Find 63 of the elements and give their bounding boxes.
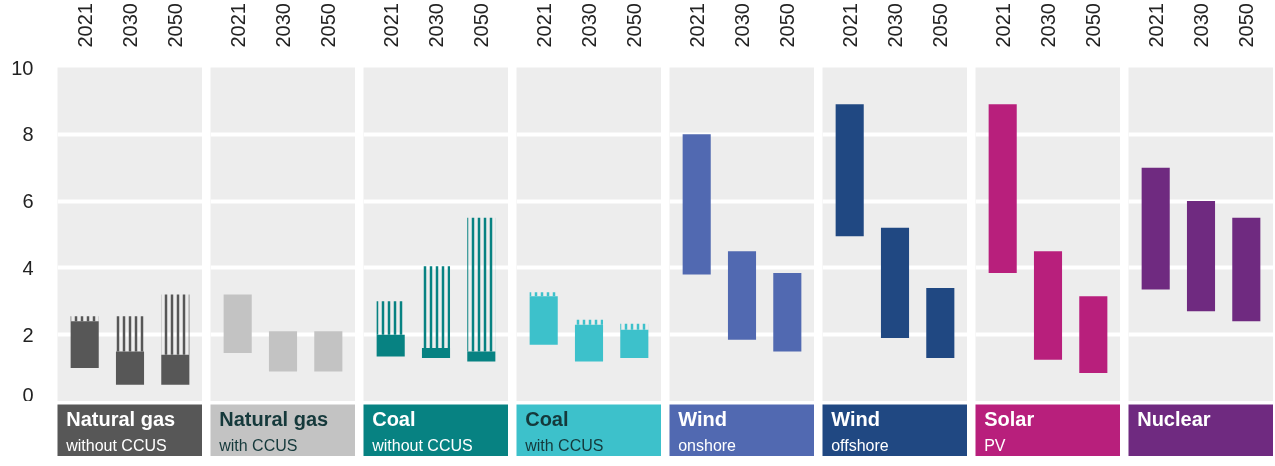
bar <box>574 319 604 325</box>
x-tick-label: 2021 <box>991 3 1014 48</box>
x-tick-label: 2021 <box>1144 3 1167 48</box>
x-tick-label: 2021 <box>685 3 708 48</box>
text: offshore <box>831 437 889 455</box>
x-tick-label: 2030 <box>119 3 141 48</box>
x-tick-label: 2021 <box>73 3 96 48</box>
bar <box>161 354 190 385</box>
text: Coal <box>525 408 569 431</box>
bar <box>421 266 451 349</box>
text: Nuclear <box>1137 408 1211 431</box>
bar <box>529 296 558 345</box>
bar <box>421 348 451 359</box>
y-tick-label: 10 <box>11 56 34 79</box>
y-tick-label: 0 <box>22 383 34 406</box>
text: onshore <box>678 437 737 455</box>
x-tick-label: 2030 <box>731 3 753 48</box>
bar <box>620 323 649 330</box>
text: with CCUS <box>218 437 298 455</box>
bar <box>467 351 496 362</box>
x-tick-label: 2050 <box>929 3 952 48</box>
x-tick-label: 2030 <box>272 3 294 48</box>
x-tick-label: 2021 <box>532 3 555 48</box>
y-tick-label: 4 <box>22 256 34 279</box>
x-tick-label: 2021 <box>838 3 861 48</box>
text: without CCUS <box>371 437 473 455</box>
bar <box>70 321 99 369</box>
x-tick-label: 2030 <box>1037 3 1059 48</box>
x-tick-label: 2030 <box>1190 3 1212 48</box>
x-tick-label: 2050 <box>1235 3 1258 48</box>
bar <box>70 316 99 322</box>
x-tick-label: 2030 <box>425 3 447 48</box>
bar <box>161 294 190 355</box>
bar <box>376 334 405 357</box>
text: without CCUS <box>65 437 167 455</box>
x-tick-label: 2021 <box>379 3 402 48</box>
x-tick-label: 2050 <box>1082 3 1105 48</box>
x-tick-label: 2050 <box>317 3 340 48</box>
x-tick-label: 2050 <box>164 3 187 48</box>
y-tick-label: 2 <box>22 323 34 346</box>
x-tick-label: 2050 <box>470 3 493 48</box>
y-tick-label: 6 <box>22 190 34 213</box>
text: Solar <box>984 408 1035 431</box>
bar <box>574 324 604 362</box>
x-tick-label: 2050 <box>776 3 799 48</box>
bar <box>115 316 145 352</box>
y-tick-label: 8 <box>22 123 34 146</box>
x-tick-label: 2030 <box>884 3 906 48</box>
text: Wind <box>831 408 880 431</box>
text: with CCUS <box>524 437 604 455</box>
bar <box>376 301 405 335</box>
x-tick-label: 2021 <box>226 3 249 48</box>
bar <box>467 217 496 352</box>
text: PV <box>984 437 1006 455</box>
text: Coal <box>372 408 416 431</box>
text: Natural gas <box>66 408 176 431</box>
x-tick-label: 2050 <box>623 3 646 48</box>
bar <box>529 292 558 297</box>
text: Natural gas <box>219 408 329 431</box>
text: Wind <box>678 408 727 431</box>
bar <box>115 351 145 385</box>
x-tick-label: 2030 <box>578 3 600 48</box>
bar <box>620 329 649 359</box>
